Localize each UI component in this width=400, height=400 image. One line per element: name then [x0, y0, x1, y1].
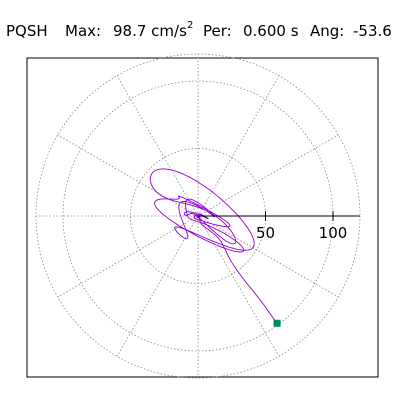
grid-spoke [57, 134, 199, 217]
grid-spoke [197, 75, 280, 217]
max-label: Max: [65, 22, 101, 40]
grid-spoke [197, 215, 280, 357]
station-code: PQSH [6, 22, 48, 40]
plot-frame [26, 57, 379, 378]
particle-motion-trace [149, 168, 278, 324]
max-unit-exponent: 2 [187, 20, 193, 31]
period-value: 0.600 s [243, 22, 299, 40]
grid-spoke [116, 75, 199, 217]
marker-layer [273, 319, 281, 327]
grid-spoke [116, 215, 199, 357]
max-value: 98.7 cm/s [113, 22, 187, 40]
radial-tick-label: 100 [319, 224, 348, 242]
angle-label: Ang: [310, 22, 344, 40]
header: PQSH Max: 98.7 cm/s 2 Per: 0.600 s Ang: … [6, 20, 392, 40]
radial-tick-label: 50 [256, 224, 275, 242]
grid-spoke [57, 215, 199, 298]
radial-axis: 50 100 [198, 211, 360, 242]
trace-layer [149, 168, 278, 324]
angle-value: -53.6 [353, 22, 392, 40]
grid-spoke [197, 215, 339, 298]
grid-spoke [197, 134, 339, 217]
end-marker [273, 319, 281, 327]
period-label: Per: [203, 22, 232, 40]
